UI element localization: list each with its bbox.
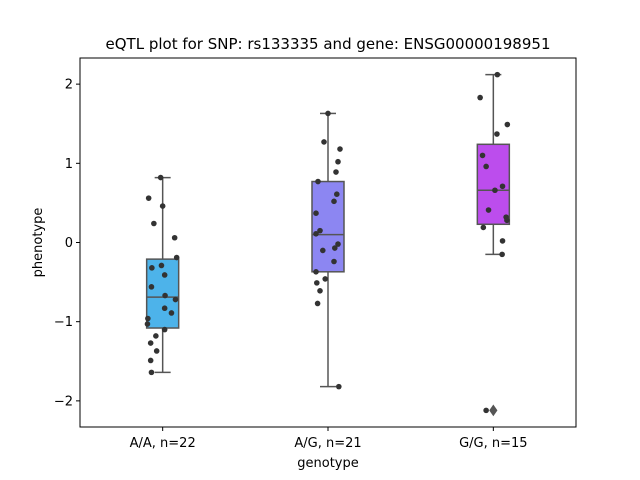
data-point — [313, 268, 319, 275]
data-point — [322, 276, 329, 282]
data-point — [147, 357, 154, 364]
data-point — [335, 241, 341, 247]
plot-data-layer — [144, 71, 511, 417]
data-point — [159, 203, 166, 209]
data-point — [153, 348, 160, 354]
data-point — [147, 340, 154, 346]
data-point — [153, 333, 159, 339]
data-point — [494, 71, 501, 78]
data-point — [494, 131, 500, 137]
data-point — [479, 152, 486, 159]
data-point — [162, 292, 168, 299]
data-point — [331, 258, 337, 265]
data-point — [325, 110, 331, 117]
data-point — [158, 262, 165, 269]
data-point — [317, 227, 323, 234]
y-tick-label: 2 — [65, 78, 73, 93]
data-point — [148, 369, 155, 376]
data-point — [480, 224, 487, 231]
data-point — [314, 280, 320, 286]
data-point — [499, 183, 506, 190]
y-tick-label: −1 — [54, 315, 73, 330]
box-group-2 — [311, 110, 345, 390]
data-point — [333, 169, 339, 175]
data-point — [317, 288, 323, 294]
y-axis-label: phenotype — [31, 208, 46, 278]
data-point — [321, 139, 327, 145]
data-point — [151, 220, 157, 227]
x-axis-label: genotype — [297, 456, 358, 471]
data-point — [314, 300, 321, 307]
data-point — [335, 158, 341, 165]
data-point — [483, 163, 489, 170]
data-point — [337, 146, 343, 152]
data-point — [315, 178, 321, 185]
data-point — [499, 238, 506, 244]
box-group-1 — [144, 174, 180, 376]
data-point — [334, 191, 340, 197]
data-point — [148, 284, 155, 290]
data-point — [477, 94, 483, 101]
data-point — [161, 326, 168, 333]
data-point — [144, 321, 151, 327]
data-point — [499, 251, 505, 258]
data-point — [161, 272, 168, 278]
x-tick-label: A/G, n=21 — [294, 436, 361, 451]
data-point — [173, 254, 180, 261]
data-point — [336, 383, 342, 390]
data-point — [313, 210, 319, 217]
data-point — [168, 310, 175, 316]
data-point — [171, 234, 178, 241]
data-point — [485, 207, 492, 213]
y-tick-label: 1 — [65, 157, 73, 172]
box-group-3 — [476, 71, 511, 417]
outlier-marker — [489, 404, 498, 417]
data-point — [492, 187, 498, 194]
data-point — [483, 407, 489, 414]
data-point — [331, 198, 337, 205]
data-point — [320, 247, 326, 254]
chart-title: eQTL plot for SNP: rs133335 and gene: EN… — [106, 35, 551, 53]
data-point — [332, 245, 338, 251]
data-point — [313, 230, 319, 237]
data-point — [161, 305, 168, 312]
data-point — [504, 217, 510, 224]
x-tick-label: G/G, n=15 — [459, 436, 527, 451]
data-point — [145, 315, 151, 322]
data-point — [149, 265, 155, 271]
y-tick-label: −2 — [54, 394, 73, 409]
data-point — [172, 296, 179, 303]
axes-layer: −2 −1 0 1 2 A/A, n=22 A/G, n=21 G/G, n=15 — [54, 78, 528, 451]
y-tick-label: 0 — [65, 236, 73, 251]
x-tick-label: A/A, n=22 — [130, 436, 196, 451]
data-point — [145, 195, 152, 201]
data-point — [504, 121, 511, 128]
data-point — [157, 174, 164, 181]
iqr-box — [311, 180, 345, 273]
